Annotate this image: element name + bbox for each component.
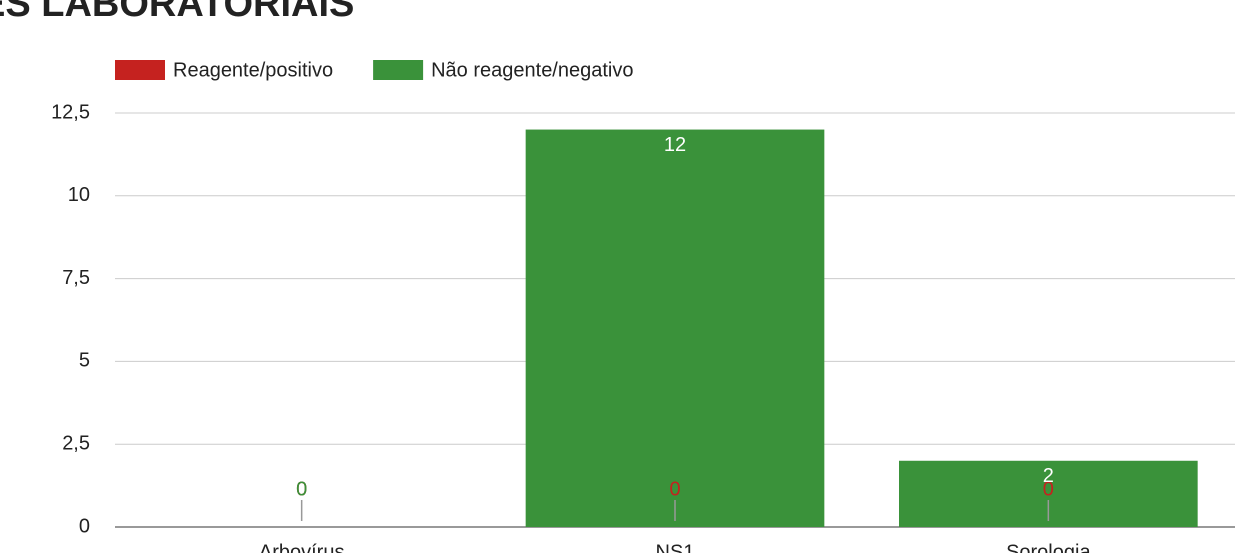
- data-label: 0: [296, 478, 307, 500]
- y-tick-label: 10: [68, 184, 90, 206]
- x-tick-label: Sorologia: [1006, 541, 1091, 553]
- x-tick-label: NS1: [656, 541, 695, 553]
- data-label: 0: [669, 478, 680, 500]
- y-tick-label: 2,5: [62, 432, 90, 454]
- bar-segment: [525, 129, 825, 527]
- y-tick-label: 7,5: [62, 267, 90, 289]
- data-label: 12: [664, 134, 686, 156]
- y-tick-label: 0: [79, 515, 90, 537]
- legend-swatch: [373, 60, 424, 80]
- data-label: 2: [1043, 465, 1054, 487]
- x-tick-label: Arbovírus: [259, 541, 345, 553]
- y-tick-label: 5: [79, 350, 90, 372]
- data-label: 0: [296, 478, 307, 500]
- chart-title: ES LABORATORIAIS: [0, 0, 354, 25]
- data-label: 0: [1043, 478, 1054, 500]
- legend-swatch: [115, 60, 165, 80]
- y-tick-label: 12,5: [51, 101, 90, 123]
- legend-label: Reagente/positivo: [173, 59, 333, 81]
- legend-label: Não reagente/negativo: [431, 59, 633, 81]
